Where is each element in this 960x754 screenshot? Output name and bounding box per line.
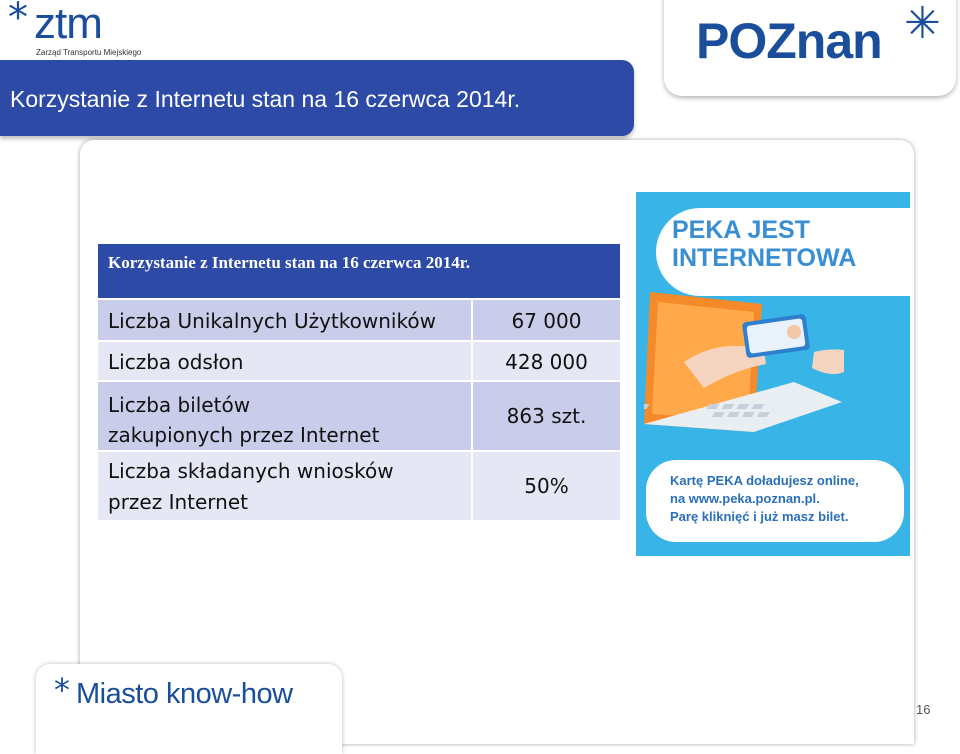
row-label: Liczba Unikalnych Użytkowników	[108, 309, 436, 333]
footer-star-icon: *	[54, 671, 70, 709]
row-value: 428 000	[471, 342, 620, 380]
hand-right	[812, 349, 844, 375]
laptop-illustration	[644, 292, 844, 432]
laptop-keys	[644, 404, 770, 417]
card-photo	[787, 325, 801, 339]
row-label: Liczba biletów zakupionych przez Interne…	[98, 382, 471, 450]
table-row: Liczba Unikalnych Użytkowników 67 000	[98, 300, 620, 340]
poznan-star-icon: ✳	[904, 0, 941, 49]
peka-headline-line: PEKA JEST	[672, 216, 811, 244]
slide-title: Korzystanie z Internetu stan na 16 czerw…	[10, 86, 521, 112]
row-value: 67 000	[471, 300, 620, 340]
speech-bubble-bottom	[646, 460, 904, 542]
peka-text-line: na www.peka.poznan.pl.	[670, 491, 820, 506]
row-label: Liczba składanych wniosków przez Interne…	[98, 452, 471, 520]
speech-bubble-top	[656, 208, 910, 296]
table-row: Liczba odsłon 428 000	[98, 342, 620, 380]
title-banner: Korzystanie z Internetu stan na 16 czerw…	[0, 60, 634, 136]
footer-logo: * Miasto know-how	[36, 664, 342, 754]
row-label-line: Liczba składanych wniosków	[108, 459, 394, 483]
ztm-logo-word: ztm	[34, 0, 103, 48]
peka-text: Kartę PEKA doładujesz online, na www.pek…	[670, 472, 900, 526]
row-label-line: zakupionych przez Internet	[108, 423, 380, 447]
table-header: Korzystanie z Internetu stan na 16 czerw…	[98, 244, 620, 298]
peka-headline: PEKA JEST INTERNETOWA	[672, 216, 904, 272]
table-row: Liczba biletów zakupionych przez Interne…	[98, 382, 620, 450]
row-value: 50%	[471, 452, 620, 520]
peka-text-line: Kartę PEKA doładujesz online,	[670, 473, 859, 488]
ztm-logo-subtitle: Zarząd Transportu Miejskiego	[36, 48, 142, 57]
peka-text-line: Parę kliknięć i już masz bilet.	[670, 509, 849, 524]
ztm-star-icon: *	[8, 0, 28, 41]
row-value: 863 szt.	[471, 382, 620, 450]
row-label-line: przez Internet	[108, 490, 248, 514]
table-row: Liczba składanych wniosków przez Interne…	[98, 452, 620, 520]
poznan-logo-word: POZnan	[696, 13, 883, 69]
row-label-line: Liczba biletów	[108, 393, 251, 417]
poznan-logo: POZnan ✳	[664, 0, 956, 96]
row-label: Liczba odsłon	[108, 350, 244, 374]
hand-left	[684, 345, 766, 388]
peka-ad-image: PEKA JEST INTERNETOWA Kartę PEKA doładuj…	[636, 192, 910, 556]
page-number: 16	[916, 702, 931, 717]
peka-headline-line: INTERNETOWA	[672, 244, 857, 272]
ztm-logo: * ztm Zarząd Transportu Miejskiego	[8, 0, 158, 60]
footer-text: Miasto know-how	[76, 678, 293, 710]
